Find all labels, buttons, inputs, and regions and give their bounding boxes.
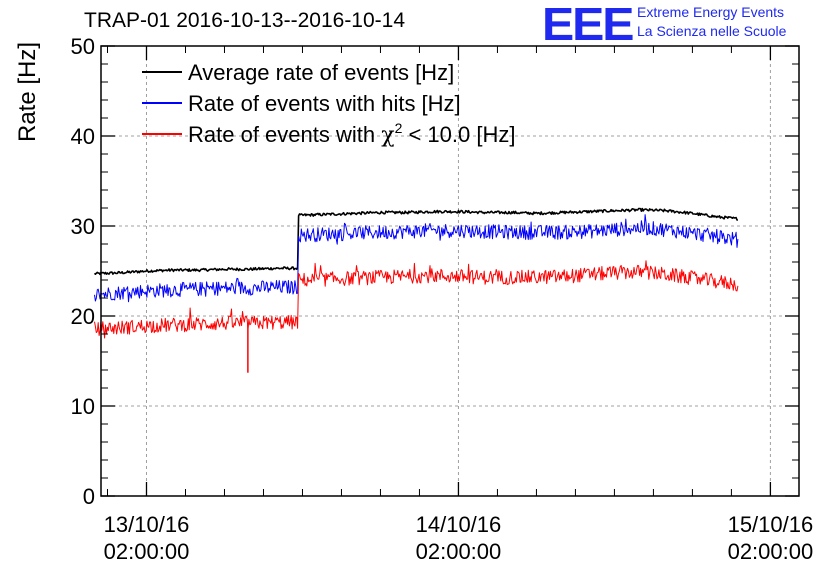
y-axis-label: Rate [Hz] (14, 41, 41, 142)
x-tick-time: 02:00:00 (416, 539, 502, 564)
chart-title: TRAP-01 2016-10-13--2016-10-14 (84, 9, 406, 32)
y-tick-label: 30 (71, 214, 95, 239)
x-tick-date: 14/10/16 (416, 512, 502, 537)
legend-label-average: Average rate of events [Hz] (188, 60, 454, 85)
y-tick-label: 20 (71, 304, 95, 329)
y-tick-label: 50 (71, 34, 95, 59)
logo-line-1: Extreme Energy Events (637, 4, 785, 20)
series-line-hits (94, 214, 739, 303)
y-tick-label: 40 (71, 124, 95, 149)
axes: 0102030405013/10/1602:00:0014/10/1602:00… (71, 34, 814, 564)
y-tick-label: 0 (83, 484, 95, 509)
eee-logo: EEE (542, 0, 634, 50)
plot-frame (100, 45, 800, 497)
legend: Average rate of events [Hz] Rate of event… (142, 60, 515, 148)
legend-label-chi2: Rate of events with χ2 < 10.0 [Hz] (188, 120, 515, 148)
series-layer (93, 207, 739, 373)
x-tick-time: 02:00:00 (104, 539, 190, 564)
legend-label-hits: Rate of events with hits [Hz] (188, 91, 461, 116)
x-tick-date: 15/10/16 (728, 512, 814, 537)
series-line-chi2 (94, 260, 739, 339)
grid-lines (101, 46, 799, 496)
logo-line-2: La Scienza nelle Scuole (637, 23, 787, 39)
series-line-average (93, 207, 738, 276)
x-tick-date: 13/10/16 (104, 512, 190, 537)
y-tick-label: 10 (71, 394, 95, 419)
x-tick-time: 02:00:00 (728, 539, 814, 564)
